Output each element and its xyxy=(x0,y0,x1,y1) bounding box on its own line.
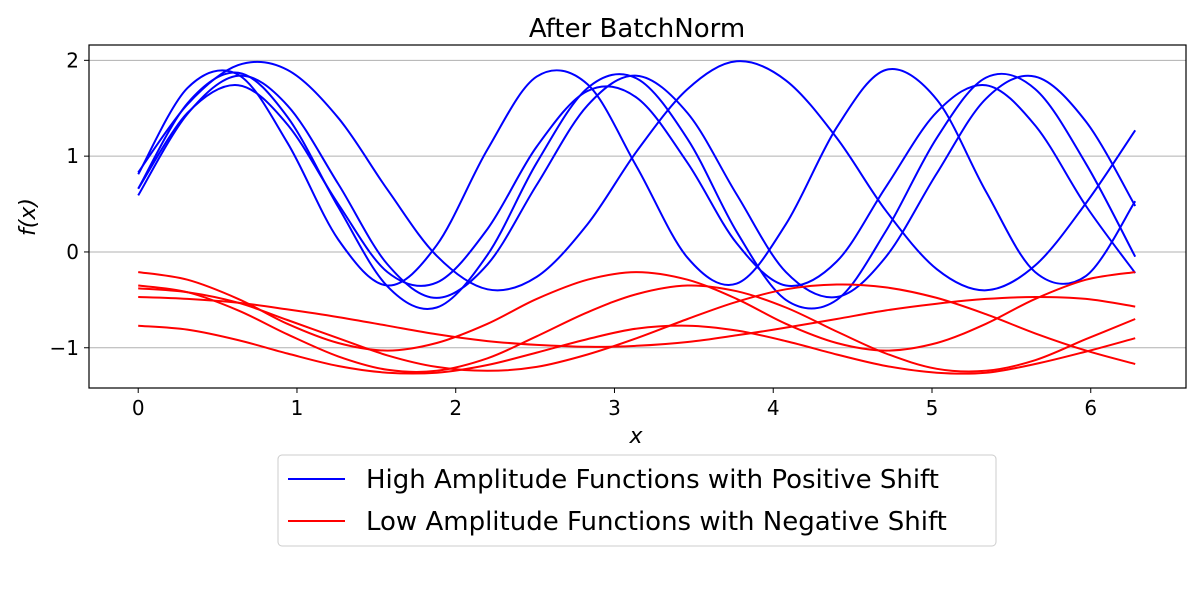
legend-label-high-amplitude: High Amplitude Functions with Positive S… xyxy=(366,465,939,495)
red-function-line-7 xyxy=(138,283,1136,372)
x-axis-label: x xyxy=(628,424,643,449)
legend-label-low-amplitude: Low Amplitude Functions with Negative Sh… xyxy=(366,507,947,537)
x-tick-label: 1 xyxy=(291,396,304,420)
blue-function-line-2 xyxy=(137,71,1137,310)
y-tick-label: 2 xyxy=(66,48,79,72)
legend-box xyxy=(277,454,997,547)
y-axis-label: f(x) xyxy=(16,198,41,236)
grid-lines xyxy=(89,59,1186,349)
blue-function-line-4 xyxy=(137,84,1137,288)
red-function-line-9 xyxy=(138,324,1136,375)
y-tick-label: −1 xyxy=(50,336,79,360)
x-tick-label: 3 xyxy=(608,396,621,420)
y-tick-label: 1 xyxy=(66,144,79,168)
x-tick-label: 4 xyxy=(767,396,780,420)
x-tick-label: 0 xyxy=(132,396,145,420)
axes-frame xyxy=(88,44,1187,389)
x-tick-label: 5 xyxy=(926,396,939,420)
red-function-line-8 xyxy=(138,296,1136,348)
x-axis-ticks: 0 1 2 3 4 5 6 xyxy=(132,388,1097,420)
blue-function-line-0 xyxy=(137,68,1137,287)
y-axis-ticks: 2 1 0 −1 xyxy=(50,48,89,360)
chart-title: After BatchNorm xyxy=(529,14,745,44)
y-tick-label: 0 xyxy=(66,240,79,264)
x-tick-label: 6 xyxy=(1084,396,1097,420)
red-function-line-6 xyxy=(138,284,1136,373)
series-lines xyxy=(137,60,1137,375)
x-tick-label: 2 xyxy=(449,396,462,420)
legend: High Amplitude Functions with Positive S… xyxy=(277,454,997,547)
blue-function-line-1 xyxy=(137,60,1137,292)
red-function-line-5 xyxy=(138,271,1136,352)
blue-function-line-3 xyxy=(137,74,1137,299)
